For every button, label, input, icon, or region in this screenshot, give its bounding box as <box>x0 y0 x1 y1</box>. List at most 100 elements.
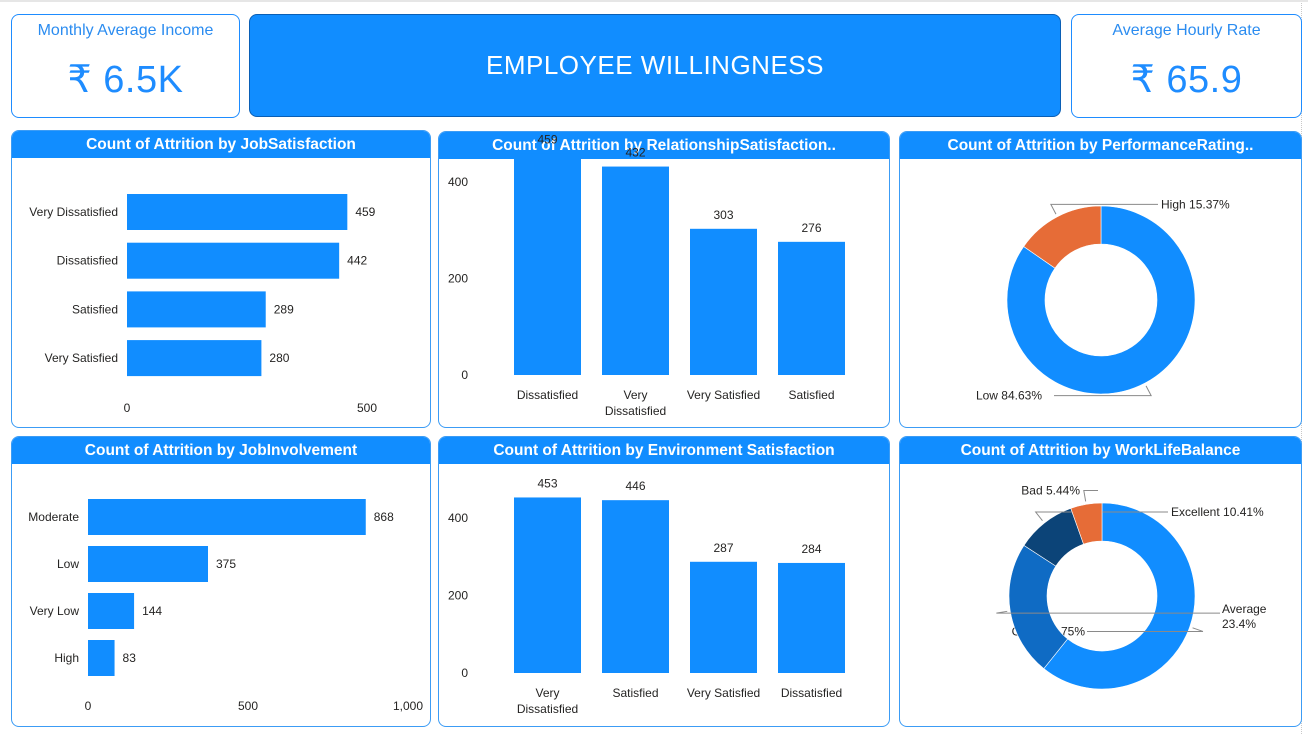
kpi-value: ₹ 65.9 <box>1130 59 1243 101</box>
donut-slice <box>1043 502 1196 690</box>
category-label: Very Satisfied <box>45 351 118 365</box>
x-tick-label: 500 <box>357 401 377 415</box>
category-label: Very Satisfied <box>687 388 760 402</box>
data-label: 868 <box>374 510 394 524</box>
leader-line <box>1083 490 1098 502</box>
data-label: 453 <box>537 476 557 490</box>
data-label: 375 <box>216 557 236 571</box>
bar <box>127 340 262 377</box>
slice-label: Low 84.63% <box>976 389 1042 403</box>
leader-line <box>1087 627 1204 632</box>
top-border <box>0 0 1308 2</box>
slice-label: Bad 5.44% <box>1021 484 1080 498</box>
y-tick-label: 200 <box>448 272 468 286</box>
chart-panel-relationship-satisfaction[interactable]: Count of Attrition by RelationshipSatisf… <box>438 131 890 428</box>
data-label: 442 <box>347 254 367 268</box>
donut-slice <box>1006 205 1196 395</box>
category-label: High <box>54 651 79 665</box>
relationship-satisfaction-column-chart: 0 200 400 459 Dissatisfied 432 Very Dissatisfie… <box>448 133 845 418</box>
y-tick-label: 0 <box>461 666 468 680</box>
category-label: Very Dissatisfied <box>29 205 118 219</box>
bar <box>127 194 348 230</box>
slice-label: Average 23.4% <box>1222 602 1267 631</box>
chart-title: Count of Attrition by WorkLifeBalance <box>900 437 1301 464</box>
leader-line <box>1050 203 1158 215</box>
bar <box>690 561 757 673</box>
bar <box>602 500 669 673</box>
kpi-card-monthly-income[interactable]: Monthly Average Income ₹ 6.5K <box>11 14 240 118</box>
category-label: Very Satisfied <box>687 686 760 700</box>
data-label: 284 <box>801 542 821 556</box>
bar <box>602 166 669 375</box>
dashboard-title: EMPLOYEE WILLINGNESS <box>486 50 824 80</box>
data-label: 83 <box>123 651 137 665</box>
category-label: Dissatisfied <box>781 686 842 700</box>
bar <box>778 241 845 375</box>
category-label: Satisfied <box>788 388 834 402</box>
category-label: Dissatisfied <box>517 388 578 402</box>
bar <box>88 593 135 629</box>
chart-panel-job-involvement[interactable]: Count of Attrition by JobInvolvement Mod… <box>11 436 431 727</box>
data-label: 432 <box>625 146 645 160</box>
category-label: Moderate <box>28 510 79 524</box>
bar <box>127 291 266 328</box>
chart-title: Count of Attrition by JobInvolvement <box>12 437 430 464</box>
donut-slice <box>1023 205 1102 269</box>
x-tick-label: 500 <box>238 699 258 713</box>
kpi-value: ₹ 6.5K <box>67 59 184 101</box>
y-tick-label: 0 <box>461 368 468 382</box>
donut-slice <box>1070 502 1103 545</box>
data-label: 144 <box>142 604 162 618</box>
chart-panel-performance-rating[interactable]: Count of Attrition by PerformanceRating.… <box>899 131 1302 428</box>
x-tick-label: 1,000 <box>393 699 423 713</box>
category-label: Satisfied <box>72 302 118 316</box>
data-label: 289 <box>274 302 294 316</box>
job-involvement-bar-chart: Moderate 868 Low 375 Very Low 144 High 83 0 500 1,… <box>28 499 423 713</box>
leader-line <box>1034 511 1168 521</box>
kpi-label: Monthly Average Income <box>37 22 214 39</box>
dashboard-title-banner: EMPLOYEE WILLINGNESS <box>249 14 1061 117</box>
data-label: 287 <box>713 541 733 555</box>
data-label: 276 <box>801 221 821 235</box>
bar <box>88 499 366 535</box>
environment-satisfaction-column-chart: 0 200 400 453 Very Dissatisfied 446 Satisfied 28… <box>448 476 845 716</box>
y-tick-label: 400 <box>448 175 468 189</box>
chart-title: Count of Attrition by PerformanceRating.… <box>900 132 1301 159</box>
leader-line <box>996 610 1220 614</box>
category-label: Very Dissatisfied <box>517 686 578 716</box>
bar <box>514 497 581 673</box>
chart-panel-job-satisfaction[interactable]: Count of Attrition by JobSatisfaction Ve… <box>11 130 431 428</box>
x-tick-label: 0 <box>85 699 92 713</box>
chart-panel-environment-satisfaction[interactable]: Count of Attrition by Environment Satisf… <box>438 436 890 727</box>
leader-line <box>1054 385 1152 397</box>
data-label: 303 <box>713 208 733 222</box>
category-label: Low <box>57 557 79 571</box>
chart-title: Count of Attrition by Environment Satisf… <box>439 437 889 464</box>
chart-title: Count of Attrition by JobSatisfaction <box>12 131 430 158</box>
donut-slice <box>1008 545 1069 670</box>
y-tick-label: 200 <box>448 589 468 603</box>
category-label: Very Low <box>30 604 80 618</box>
bar <box>88 640 115 676</box>
y-tick-label: 400 <box>448 511 468 525</box>
data-label: 459 <box>537 133 557 147</box>
job-satisfaction-bar-chart: Very Dissatisfied 459 Dissatisfied 442 Satis… <box>29 194 377 415</box>
bar <box>778 562 845 673</box>
performance-rating-donut-chart: Low 84.63% High 15.37% <box>976 197 1230 403</box>
bar <box>127 242 340 279</box>
kpi-card-hourly-rate[interactable]: Average Hourly Rate ₹ 65.9 <box>1071 14 1302 118</box>
category-label: Very Dissatisfied <box>605 388 666 418</box>
slice-label: High 15.37% <box>1161 197 1230 211</box>
chart-panel-work-life-balance[interactable]: Count of Attrition by WorkLifeBalance Go… <box>899 436 1302 727</box>
kpi-label: Average Hourly Rate <box>1112 22 1261 39</box>
bar <box>690 228 757 375</box>
slice-label: Excellent 10.41% <box>1171 505 1264 519</box>
data-label: 280 <box>269 351 289 365</box>
category-label: Dissatisfied <box>57 254 118 268</box>
bar <box>88 546 208 582</box>
bar <box>514 153 581 375</box>
data-label: 459 <box>355 205 375 219</box>
x-tick-label: 0 <box>124 401 131 415</box>
data-label: 446 <box>625 479 645 493</box>
